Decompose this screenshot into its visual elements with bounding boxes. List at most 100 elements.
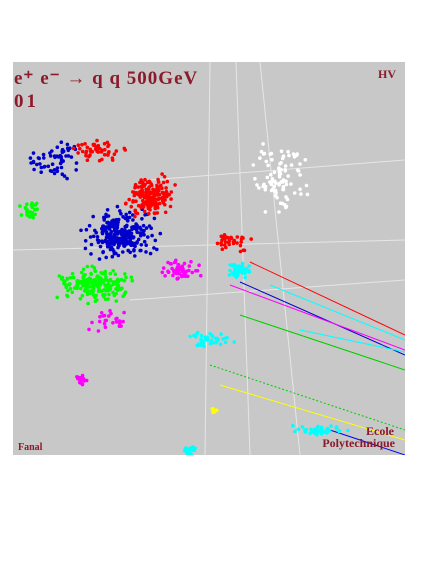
- hit: [119, 230, 123, 235]
- hit: [76, 376, 80, 381]
- hit: [218, 342, 223, 347]
- hit: [122, 146, 127, 151]
- hit: [239, 240, 243, 244]
- hit: [126, 234, 131, 238]
- hit: [243, 275, 247, 280]
- hit: [238, 243, 243, 248]
- hit: [107, 244, 112, 249]
- hit: [128, 237, 133, 241]
- hit: [142, 209, 147, 214]
- hit: [175, 276, 179, 281]
- hit: [209, 338, 214, 343]
- hit: [66, 294, 70, 299]
- hit: [102, 321, 107, 326]
- hit: [117, 242, 121, 246]
- hit: [102, 152, 107, 157]
- hit: [104, 255, 108, 260]
- title: e⁺ e⁻ → q q 500GeV: [14, 68, 198, 89]
- hit: [221, 337, 225, 341]
- hit: [42, 165, 46, 169]
- hit: [103, 147, 107, 152]
- hit: [291, 423, 295, 428]
- hit: [269, 172, 273, 177]
- hit: [283, 164, 288, 168]
- hit: [109, 224, 114, 228]
- hit: [165, 179, 170, 184]
- hit: [108, 287, 112, 292]
- hit: [111, 282, 116, 287]
- hit: [226, 235, 230, 240]
- hit: [41, 152, 46, 157]
- hit: [261, 152, 266, 156]
- hit: [270, 177, 275, 181]
- hit: [139, 243, 144, 247]
- hit: [133, 254, 137, 258]
- hit: [38, 162, 42, 166]
- hit: [156, 189, 160, 193]
- hit: [97, 319, 102, 324]
- hit: [57, 274, 62, 278]
- hit: [95, 235, 100, 239]
- hit: [131, 236, 136, 240]
- hit: [160, 172, 164, 176]
- hit: [199, 339, 204, 343]
- hit: [199, 273, 203, 278]
- hit: [329, 424, 333, 428]
- hit: [163, 274, 167, 278]
- hit: [65, 277, 70, 281]
- hit: [125, 223, 129, 228]
- hit: [220, 247, 225, 251]
- hit: [78, 286, 83, 291]
- hit: [71, 275, 76, 280]
- hit: [269, 188, 274, 193]
- logo-line1: Ecole: [366, 424, 395, 438]
- hit: [257, 186, 261, 190]
- hit: [78, 146, 82, 151]
- hit: [214, 340, 219, 345]
- hit: [103, 239, 108, 244]
- hit: [152, 246, 156, 250]
- hit: [224, 336, 228, 340]
- hit: [108, 236, 112, 241]
- hit: [109, 229, 114, 234]
- hit: [258, 156, 262, 160]
- hit: [161, 180, 166, 185]
- hit: [121, 319, 125, 324]
- hit: [298, 173, 302, 177]
- hit: [100, 231, 105, 236]
- hit: [115, 204, 120, 209]
- hit: [79, 270, 84, 275]
- detector-line: [149, 159, 405, 181]
- hit: [101, 314, 105, 318]
- hit: [85, 145, 90, 150]
- hit: [90, 289, 95, 294]
- hit: [155, 183, 159, 188]
- hit: [83, 239, 88, 243]
- hit: [84, 151, 88, 155]
- hit: [114, 299, 119, 303]
- hit: [223, 240, 228, 244]
- hit: [78, 297, 83, 301]
- hit: [263, 184, 268, 189]
- hit: [91, 234, 96, 239]
- hit: [112, 249, 116, 253]
- track: [219, 384, 405, 441]
- hit: [142, 239, 147, 244]
- hit: [98, 315, 102, 319]
- hit: [160, 196, 165, 200]
- hit: [123, 202, 128, 206]
- detector-line: [204, 62, 211, 455]
- hit: [115, 284, 120, 288]
- hits: [18, 138, 350, 455]
- hit: [227, 239, 231, 243]
- hit: [60, 160, 64, 164]
- hit: [316, 424, 320, 429]
- hit: [304, 183, 309, 188]
- hit: [64, 154, 68, 158]
- hit: [72, 286, 77, 290]
- hit: [227, 273, 232, 277]
- hit: [251, 163, 256, 167]
- hit: [83, 287, 87, 292]
- hit: [249, 237, 253, 241]
